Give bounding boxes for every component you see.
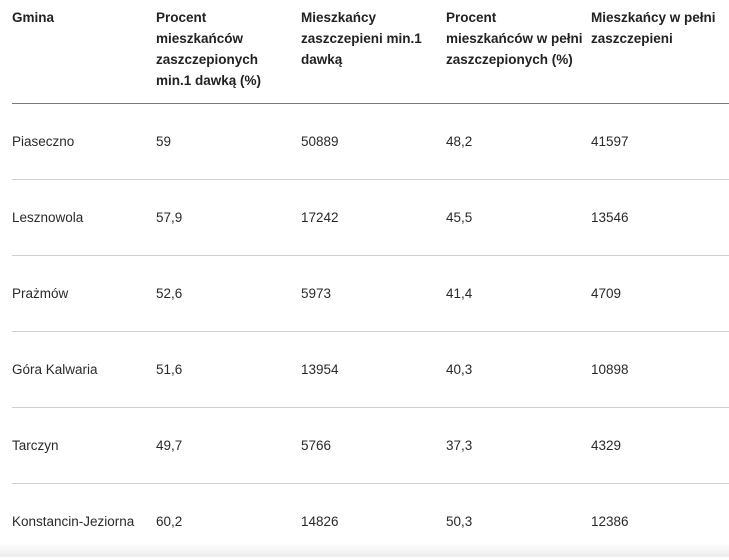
table-header: Gmina Procent mieszkańców zaszczepionych…	[12, 0, 729, 104]
cell-count-one-dose: 5973	[301, 255, 446, 332]
table-row: Piaseczno 59 50889 48,2 41597	[12, 103, 729, 180]
table-header-row: Gmina Procent mieszkańców zaszczepionych…	[12, 0, 729, 104]
vaccination-table-container: Gmina Procent mieszkańców zaszczepionych…	[12, 0, 729, 560]
cell-percent-one-dose: 57,9	[156, 179, 301, 256]
vaccination-table: Gmina Procent mieszkańców zaszczepionych…	[12, 0, 729, 560]
cell-gmina: Lesznowola	[12, 179, 156, 256]
cell-count-full: 4709	[591, 255, 729, 332]
cell-gmina: Tarczyn	[12, 407, 156, 484]
cell-gmina: Piaseczno	[12, 103, 156, 180]
cell-count-full: 10898	[591, 331, 729, 408]
cell-count-one-dose: 50889	[301, 103, 446, 180]
header-count-full: Mieszkańcy w pełni zaszczepieni	[591, 0, 729, 104]
cell-count-one-dose: 5766	[301, 407, 446, 484]
cell-count-one-dose: 14826	[301, 513, 339, 529]
table-body: Piaseczno 59 50889 48,2 41597 Lesznowola…	[12, 103, 729, 560]
bottom-edge-shadow	[0, 543, 729, 557]
cell-gmina: Prażmów	[12, 255, 156, 332]
cell-count-full: 13546	[591, 179, 729, 256]
cell-percent-full: 40,3	[446, 331, 591, 408]
header-gmina: Gmina	[12, 0, 156, 104]
cell-gmina: Góra Kalwaria	[12, 331, 156, 408]
cell-gmina: Konstancin-Jeziorna	[12, 513, 135, 529]
cell-percent-one-dose: 59	[156, 103, 301, 180]
cell-percent-one-dose: 49,7	[156, 407, 301, 484]
cell-percent-full: 50,3	[446, 513, 473, 529]
cell-count-full: 12386	[591, 513, 629, 529]
cell-percent-full: 45,5	[446, 179, 591, 256]
table-row: Prażmów 52,6 5973 41,4 4709	[12, 255, 729, 332]
cell-percent-one-dose: 60,2	[156, 513, 183, 529]
cell-count-full: 4329	[591, 407, 729, 484]
table-row: Lesznowola 57,9 17242 45,5 13546	[12, 179, 729, 256]
cell-count-one-dose: 13954	[301, 331, 446, 408]
header-count-one-dose: Mieszkańcy zaszczepieni min.1 dawką	[301, 0, 446, 104]
cell-percent-full: 48,2	[446, 103, 591, 180]
cell-count-full: 41597	[591, 103, 729, 180]
header-percent-one-dose: Procent mieszkańców zaszczepionych min.1…	[156, 0, 301, 104]
header-percent-full: Procent mieszkańców w pełni zaszczepiony…	[446, 0, 591, 104]
cell-percent-full: 41,4	[446, 255, 591, 332]
cell-percent-full: 37,3	[446, 407, 591, 484]
table-row: Tarczyn 49,7 5766 37,3 4329	[12, 407, 729, 484]
table-row: Konstancin-Jeziorna 60,2 14826 50,3 1238…	[12, 484, 729, 560]
cell-percent-one-dose: 51,6	[156, 331, 301, 408]
cell-percent-one-dose: 52,6	[156, 255, 301, 332]
table-row: Góra Kalwaria 51,6 13954 40,3 10898	[12, 331, 729, 408]
cell-count-one-dose: 17242	[301, 179, 446, 256]
